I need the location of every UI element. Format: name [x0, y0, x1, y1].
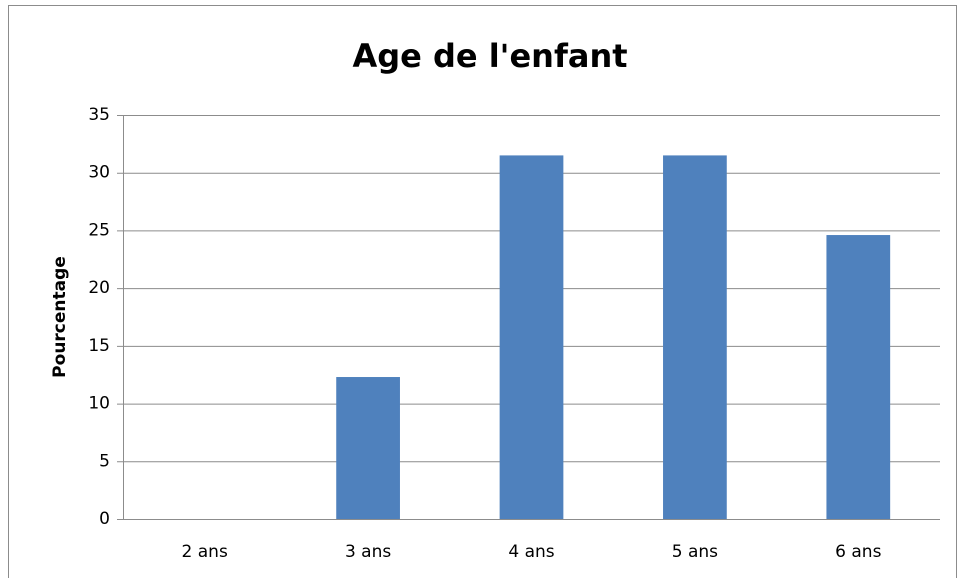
- y-tick-label: 5: [99, 451, 110, 471]
- y-tick-label: 15: [88, 336, 110, 356]
- y-tick-label: 30: [88, 163, 110, 183]
- y-tick-label: 35: [88, 105, 110, 125]
- x-tick-label: 3 ans: [345, 542, 391, 562]
- bar: [663, 155, 727, 519]
- bar: [499, 155, 564, 519]
- chart-frame: [8, 5, 957, 578]
- x-tick-label: 4 ans: [508, 542, 554, 562]
- y-axis-label: Pourcentage: [50, 256, 70, 378]
- x-tick-label: 2 ans: [182, 542, 228, 562]
- y-tick-label: 25: [88, 220, 110, 240]
- y-tick-label: 10: [88, 394, 110, 414]
- y-tick-label: 0: [99, 509, 110, 529]
- bar: [336, 377, 400, 519]
- bar: [826, 235, 891, 519]
- y-tick-label: 20: [88, 278, 110, 298]
- chart-title: Age de l'enfant: [352, 37, 627, 75]
- x-tick-label: 6 ans: [835, 542, 881, 562]
- x-tick-label: 5 ans: [672, 542, 718, 562]
